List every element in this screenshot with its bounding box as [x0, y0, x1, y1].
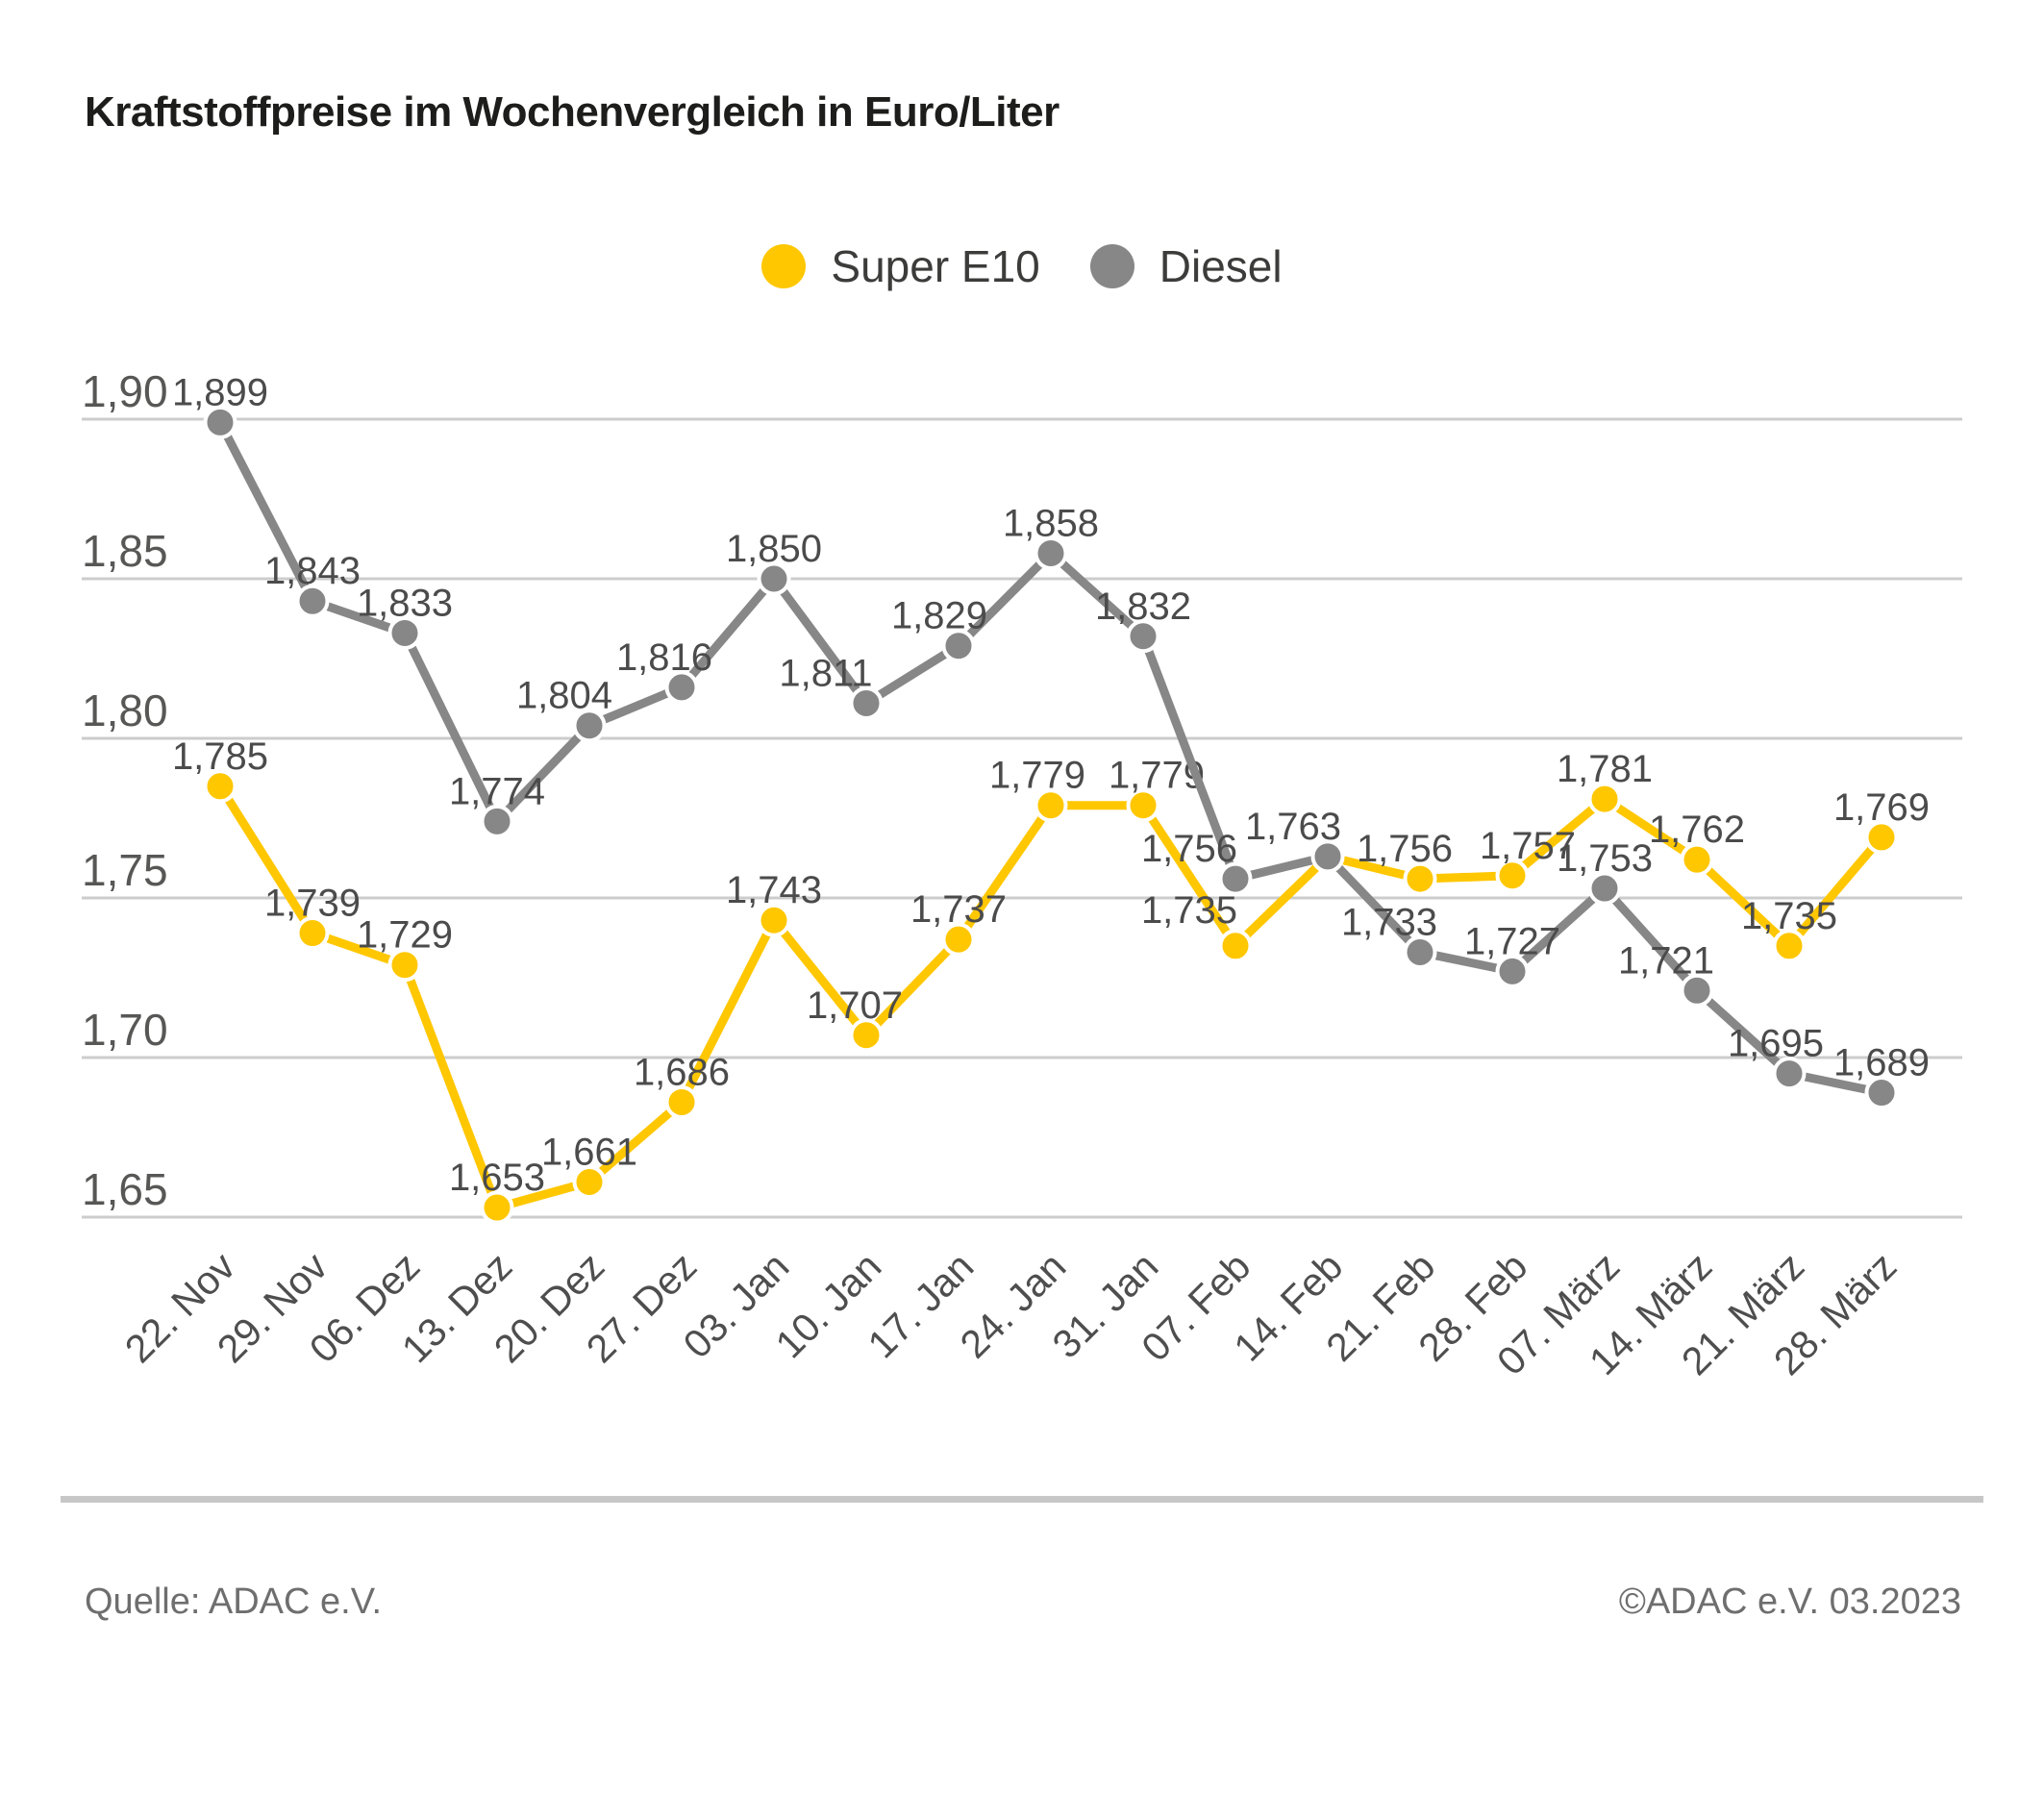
data-point: [480, 1190, 514, 1225]
data-point: [664, 670, 699, 705]
data-point: [941, 922, 976, 957]
data-label: 1,804: [516, 675, 612, 717]
data-point: [1495, 954, 1530, 988]
data-label: 1,653: [449, 1157, 545, 1199]
copyright-note: ©ADAC e.V. 03.2023: [1618, 1581, 1961, 1622]
y-tick-label: 1,65: [82, 1164, 168, 1214]
data-point: [572, 1164, 607, 1199]
y-tick-label: 1,80: [82, 685, 168, 735]
data-point: [1495, 859, 1530, 893]
data-point: [1403, 861, 1437, 896]
data-point: [1864, 1076, 1899, 1110]
data-label: 1,850: [726, 528, 822, 570]
y-tick-label: 1,75: [82, 845, 168, 895]
data-point: [295, 584, 330, 618]
data-label: 1,661: [541, 1131, 637, 1173]
data-point: [1587, 782, 1622, 816]
data-point: [849, 685, 884, 720]
data-label: 1,753: [1557, 837, 1653, 880]
data-label: 1,739: [264, 883, 361, 925]
data-label: 1,729: [357, 914, 453, 957]
data-point: [1772, 929, 1807, 963]
data-label: 1,816: [616, 636, 712, 679]
data-point: [1772, 1057, 1807, 1091]
data-point: [1034, 788, 1068, 823]
data-point: [1126, 619, 1160, 654]
footer-divider: [61, 1496, 1983, 1503]
data-point: [1680, 842, 1714, 877]
data-label: 1,743: [726, 869, 822, 911]
data-label: 1,811: [779, 652, 872, 694]
page-title: Kraftstoffpreise im Wochenvergleich in E…: [85, 88, 1059, 136]
legend: Super E10 Diesel: [0, 240, 2044, 292]
data-label: 1,721: [1618, 939, 1714, 982]
y-tick-label: 1,85: [82, 526, 168, 576]
data-point: [203, 769, 237, 804]
data-point: [1310, 839, 1345, 874]
data-label: 1,727: [1464, 920, 1560, 962]
data-point: [1218, 929, 1253, 963]
data-label: 1,843: [264, 550, 361, 592]
data-label: 1,735: [1141, 889, 1237, 932]
y-axis-labels: 1,90 1,85 1,80 1,75 1,70 1,65: [82, 366, 168, 1214]
super-e10-marker-icon: [761, 244, 807, 288]
data-label: 1,899: [172, 371, 268, 413]
data-label: 1,735: [1741, 895, 1837, 937]
data-point: [664, 1084, 699, 1119]
data-label: 1,757: [1480, 825, 1576, 867]
data-point: [387, 948, 422, 983]
data-label: 1,733: [1341, 901, 1437, 943]
data-point: [387, 615, 422, 650]
y-tick-label: 1,70: [82, 1005, 168, 1055]
data-label: 1,858: [1003, 502, 1099, 544]
data-point: [203, 405, 237, 439]
data-label: 1,769: [1833, 786, 1930, 829]
data-point: [1587, 871, 1622, 906]
data-label: 1,762: [1649, 809, 1745, 851]
data-label: 1,781: [1557, 748, 1653, 790]
data-point: [757, 903, 791, 937]
legend-label-super-e10: Super E10: [831, 241, 1040, 291]
source-note: Quelle: ADAC e.V.: [85, 1581, 383, 1622]
y-tick-label: 1,90: [82, 366, 168, 416]
data-point: [1126, 788, 1160, 823]
legend-item-super-e10: Super E10: [761, 240, 1040, 292]
data-label: 1,756: [1141, 828, 1237, 870]
data-label: 1,695: [1728, 1023, 1824, 1065]
data-label: 1,763: [1245, 806, 1341, 848]
data-label: 1,689: [1833, 1042, 1930, 1084]
data-point: [849, 1018, 884, 1053]
data-label: 1,833: [357, 582, 453, 624]
data-label: 1,832: [1095, 585, 1191, 628]
data-label: 1,774: [449, 770, 545, 812]
data-point: [295, 916, 330, 951]
data-point: [572, 709, 607, 743]
data-label: 1,686: [634, 1051, 730, 1093]
data-label: 1,785: [172, 735, 268, 778]
data-point: [1403, 934, 1437, 969]
data-point: [1864, 820, 1899, 855]
data-label: 1,737: [910, 888, 1007, 931]
data-label: 1,707: [807, 984, 903, 1027]
data-point: [1218, 861, 1253, 896]
data-label: 1,829: [891, 595, 987, 637]
data-label: 1,779: [989, 755, 1085, 797]
diesel-marker-icon: [1089, 244, 1134, 288]
legend-item-diesel: Diesel: [1089, 240, 1283, 292]
data-point: [941, 629, 976, 663]
data-label: 1,756: [1357, 828, 1453, 870]
data-point: [1680, 973, 1714, 1008]
data-point: [1034, 535, 1068, 570]
data-point: [757, 561, 791, 596]
data-point: [480, 804, 514, 838]
legend-label-diesel: Diesel: [1159, 241, 1283, 291]
